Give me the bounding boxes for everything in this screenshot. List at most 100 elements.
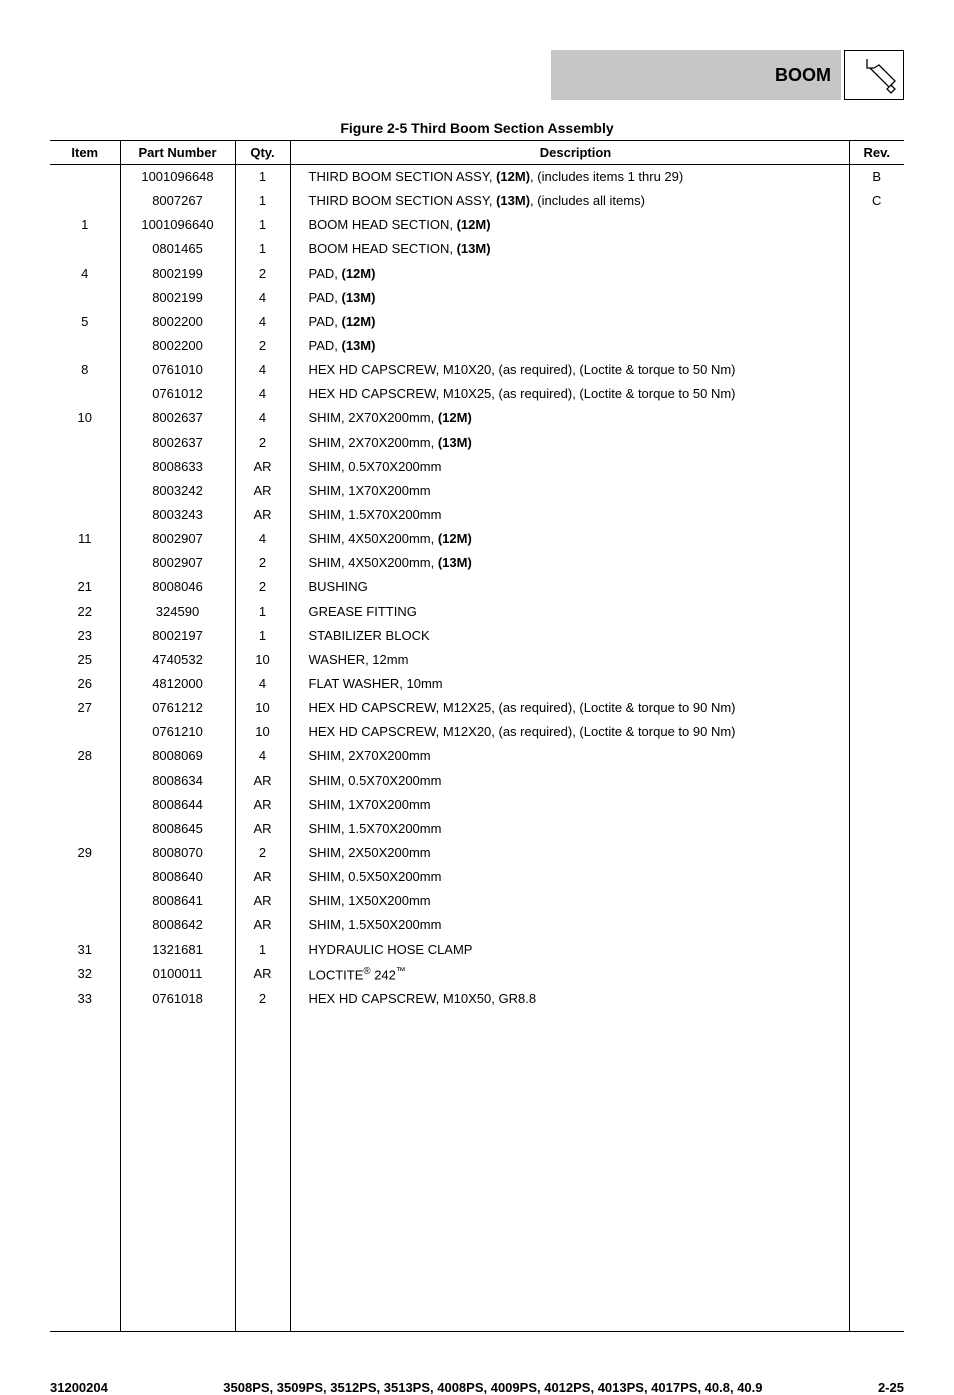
table-spacer-row xyxy=(50,1011,904,1331)
cell-item xyxy=(50,769,120,793)
cell-description: STABILIZER BLOCK xyxy=(290,624,849,648)
cell-rev xyxy=(849,455,904,479)
cell-item xyxy=(50,889,120,913)
header-spacer xyxy=(50,50,551,100)
table-row: 8008645ARSHIM, 1.5X70X200mm xyxy=(50,817,904,841)
cell-part: 8002199 xyxy=(120,286,235,310)
cell-description: SHIM, 2X50X200mm xyxy=(290,841,849,865)
cell-qty: AR xyxy=(235,793,290,817)
cell-rev xyxy=(849,286,904,310)
boom-icon xyxy=(844,50,904,100)
cell-item xyxy=(50,237,120,261)
cell-item xyxy=(50,793,120,817)
cell-part: 0761018 xyxy=(120,987,235,1011)
cell-rev xyxy=(849,913,904,937)
table-row: 320100011ARLOCTITE® 242™ xyxy=(50,962,904,987)
cell-item: 8 xyxy=(50,358,120,382)
cell-item: 23 xyxy=(50,624,120,648)
cell-rev xyxy=(849,817,904,841)
cell-description: WASHER, 12mm xyxy=(290,648,849,672)
cell-rev xyxy=(849,334,904,358)
cell-description: PAD, (12M) xyxy=(290,262,849,286)
cell-qty: AR xyxy=(235,479,290,503)
cell-item xyxy=(50,382,120,406)
cell-qty: AR xyxy=(235,962,290,987)
cell-qty: 1 xyxy=(235,938,290,962)
cell-part: 1321681 xyxy=(120,938,235,962)
cell-rev xyxy=(849,503,904,527)
figure-title: Figure 2-5 Third Boom Section Assembly xyxy=(50,120,904,136)
cell-rev xyxy=(849,310,904,334)
cell-description: BOOM HEAD SECTION, (12M) xyxy=(290,213,849,237)
cell-description: LOCTITE® 242™ xyxy=(290,962,849,987)
page: BOOM Figure 2-5 Third Boom Section Assem… xyxy=(0,0,954,1362)
col-item-header: Item xyxy=(50,141,120,165)
cell-item xyxy=(50,431,120,455)
cell-description: PAD, (12M) xyxy=(290,310,849,334)
cell-description: HEX HD CAPSCREW, M10X25, (as required), … xyxy=(290,382,849,406)
cell-rev xyxy=(849,769,904,793)
cell-description: HEX HD CAPSCREW, M10X50, GR8.8 xyxy=(290,987,849,1011)
cell-part: 8008640 xyxy=(120,865,235,889)
table-row: 8008633ARSHIM, 0.5X70X200mm xyxy=(50,455,904,479)
cell-part: 8008046 xyxy=(120,575,235,599)
table-row: 27076121210HEX HD CAPSCREW, M12X25, (as … xyxy=(50,696,904,720)
table-row: 80026372SHIM, 2X70X200mm, (13M) xyxy=(50,431,904,455)
cell-part: 0761010 xyxy=(120,358,235,382)
cell-description: HEX HD CAPSCREW, M10X20, (as required), … xyxy=(290,358,849,382)
cell-description: PAD, (13M) xyxy=(290,286,849,310)
cell-description: HEX HD CAPSCREW, M12X25, (as required), … xyxy=(290,696,849,720)
cell-part: 8002907 xyxy=(120,527,235,551)
cell-item: 32 xyxy=(50,962,120,987)
cell-qty: 10 xyxy=(235,720,290,744)
cell-qty: 4 xyxy=(235,406,290,430)
cell-item: 26 xyxy=(50,672,120,696)
cell-rev: C xyxy=(849,189,904,213)
cell-item xyxy=(50,913,120,937)
cell-rev xyxy=(849,962,904,987)
cell-qty: 4 xyxy=(235,358,290,382)
cell-description: SHIM, 1X70X200mm xyxy=(290,479,849,503)
cell-qty: AR xyxy=(235,865,290,889)
cell-qty: 2 xyxy=(235,431,290,455)
col-qty-header: Qty. xyxy=(235,141,290,165)
cell-rev xyxy=(849,551,904,575)
cell-qty: 1 xyxy=(235,600,290,624)
cell-item xyxy=(50,165,120,190)
table-row: 2380021971STABILIZER BLOCK xyxy=(50,624,904,648)
cell-qty: 10 xyxy=(235,696,290,720)
cell-part: 8003243 xyxy=(120,503,235,527)
cell-rev xyxy=(849,213,904,237)
cell-qty: 2 xyxy=(235,841,290,865)
cell-rev xyxy=(849,987,904,1011)
cell-item: 21 xyxy=(50,575,120,599)
cell-rev xyxy=(849,600,904,624)
cell-part: 8008069 xyxy=(120,744,235,768)
cell-description: SHIM, 1X50X200mm xyxy=(290,889,849,913)
cell-rev xyxy=(849,720,904,744)
cell-part: 8003242 xyxy=(120,479,235,503)
cell-description: GREASE FITTING xyxy=(290,600,849,624)
table-row: 08014651BOOM HEAD SECTION, (13M) xyxy=(50,237,904,261)
table-row: 580022004PAD, (12M) xyxy=(50,310,904,334)
cell-part: 8002907 xyxy=(120,551,235,575)
cell-item: 4 xyxy=(50,262,120,286)
cell-qty: AR xyxy=(235,455,290,479)
table-row: 807610104HEX HD CAPSCREW, M10X20, (as re… xyxy=(50,358,904,382)
cell-qty: 4 xyxy=(235,286,290,310)
cell-part: 4740532 xyxy=(120,648,235,672)
cell-qty: 2 xyxy=(235,334,290,358)
cell-part: 0801465 xyxy=(120,237,235,261)
cell-part: 8008633 xyxy=(120,455,235,479)
col-desc-header: Description xyxy=(290,141,849,165)
cell-description: HYDRAULIC HOSE CLAMP xyxy=(290,938,849,962)
cell-rev xyxy=(849,793,904,817)
cell-description: HEX HD CAPSCREW, M12X20, (as required), … xyxy=(290,720,849,744)
cell-item xyxy=(50,551,120,575)
cell-part: 4812000 xyxy=(120,672,235,696)
cell-description: THIRD BOOM SECTION ASSY, (12M), (include… xyxy=(290,165,849,190)
cell-item xyxy=(50,334,120,358)
cell-part: 8002197 xyxy=(120,624,235,648)
cell-part: 8002199 xyxy=(120,262,235,286)
cell-part: 0100011 xyxy=(120,962,235,987)
